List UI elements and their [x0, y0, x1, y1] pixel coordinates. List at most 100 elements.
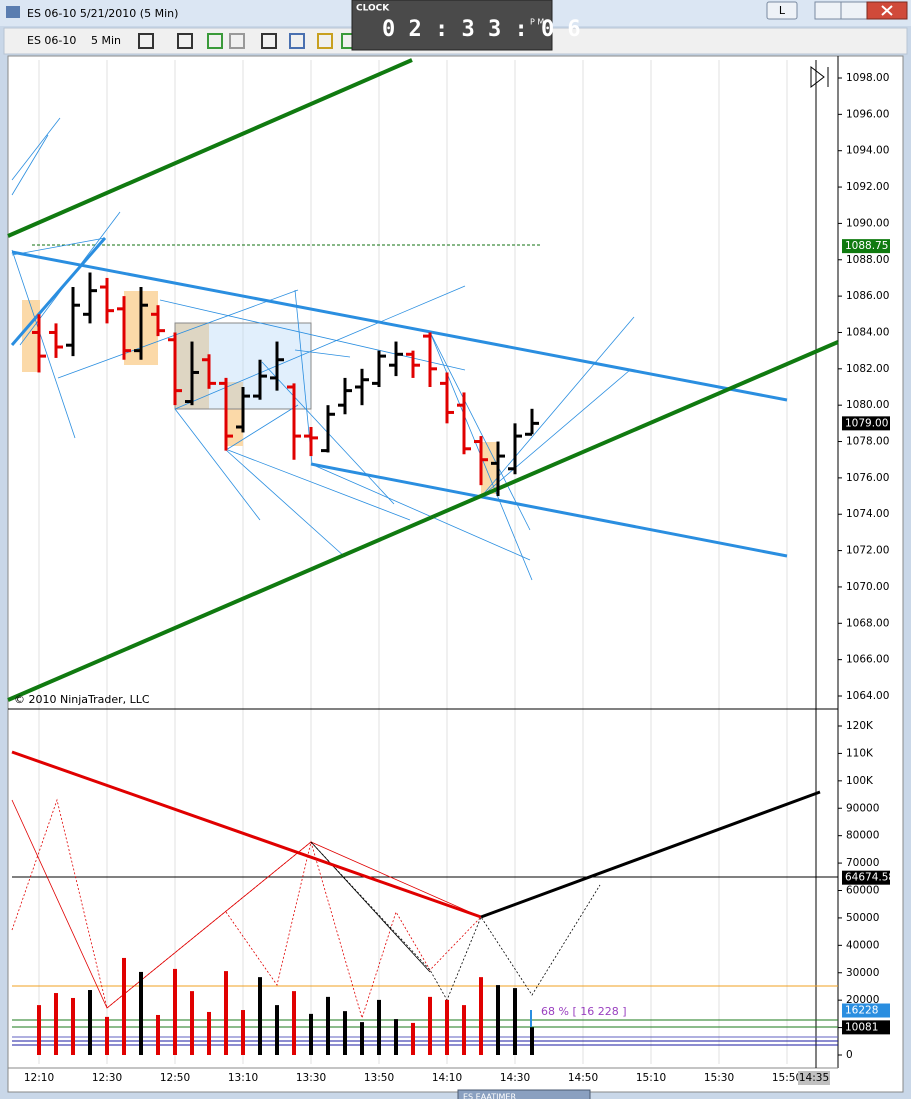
highlight-box	[481, 442, 498, 494]
y-tick-label: 1090.00	[846, 217, 889, 229]
volume-bar	[54, 993, 58, 1055]
trend-line	[480, 790, 821, 919]
x-tick-label: 12:30	[92, 1072, 122, 1084]
volume-bar	[88, 990, 92, 1055]
bottom-tab[interactable]	[457, 1089, 591, 1099]
y-tick-label: 100K	[846, 775, 874, 787]
volume-bar	[71, 997, 75, 1055]
x-tick-label: 13:50	[364, 1072, 394, 1084]
channel-line	[11, 250, 788, 402]
y-tick-label: 1070.00	[846, 581, 889, 593]
x-tick-label: 13:10	[228, 1072, 258, 1084]
price-marker-label: 1079.00	[845, 417, 888, 429]
volume-bar	[377, 999, 381, 1055]
volume-bar	[37, 1005, 41, 1055]
price-marker-label: 64674.58	[845, 872, 895, 884]
trend-line	[174, 408, 261, 521]
x-tick-label: 12:10	[24, 1072, 54, 1084]
y-tick-label: 1082.00	[846, 363, 889, 375]
x-tick-label: 14:30	[500, 1072, 530, 1084]
trend-line	[11, 249, 76, 439]
volume-bar	[292, 991, 296, 1055]
y-tick-label: 110K	[846, 747, 874, 759]
volume-bar	[207, 1011, 211, 1055]
volume-bar	[411, 1022, 415, 1055]
toolbar-icon[interactable]	[289, 33, 305, 49]
volume-bar	[530, 1027, 534, 1055]
y-tick-label: 80000	[846, 830, 879, 842]
instrument-select[interactable]: ES 06-10	[27, 34, 76, 47]
x-tick-label: 15:10	[636, 1072, 666, 1084]
trend-line	[11, 117, 61, 181]
y-tick-label: 1098.00	[846, 72, 889, 84]
toolbar-icon[interactable]	[229, 33, 245, 49]
y-tick-label: 0	[846, 1049, 853, 1061]
volume-bar	[496, 985, 500, 1055]
chart-area	[7, 55, 904, 1093]
toolbar-icon[interactable]	[207, 33, 223, 49]
volume-bar	[139, 971, 143, 1055]
current-time: 14:35	[799, 1072, 829, 1084]
max-button[interactable]	[840, 1, 868, 20]
trend-line	[11, 134, 49, 196]
y-tick-label: 1064.00	[846, 690, 889, 702]
app-icon	[6, 6, 20, 18]
price-marker-label: 10081	[845, 1021, 878, 1033]
trend-line	[11, 750, 482, 919]
y-tick-label: 120K	[846, 720, 874, 732]
y-tick-label: 40000	[846, 939, 879, 951]
min-button[interactable]	[814, 1, 842, 20]
trend-line	[429, 331, 531, 531]
trend-line	[294, 349, 351, 358]
bottom-tab-label[interactable]: ES EAATIMER	[463, 1093, 516, 1099]
trend-line	[57, 289, 299, 379]
volume-bar	[309, 1013, 313, 1055]
y-tick-label: 1084.00	[846, 326, 889, 338]
copyright: © 2010 NinjaTrader, LLC	[14, 693, 150, 706]
trend-line	[225, 404, 299, 451]
volume-bar	[275, 1005, 279, 1055]
l-button[interactable]	[766, 1, 798, 20]
end-marker	[810, 65, 829, 89]
volume-bar	[105, 1016, 109, 1055]
y-tick-label: 20000	[846, 994, 879, 1006]
toolbar-icon[interactable]	[317, 33, 333, 49]
price-marker-box	[842, 1020, 890, 1035]
y-tick-label: 1066.00	[846, 654, 889, 666]
toolbar-icon[interactable]	[177, 33, 193, 49]
channel-line	[310, 462, 788, 558]
period-select[interactable]: 5 Min	[91, 34, 121, 47]
toolbar-icon[interactable]	[261, 33, 277, 49]
highlight-box	[226, 382, 243, 446]
volume-bar	[462, 1005, 466, 1055]
toolbar-icon[interactable]	[138, 33, 154, 49]
trend-line	[227, 449, 411, 521]
price-marker-box	[842, 239, 890, 254]
channel-line	[10, 237, 107, 346]
trend-line	[225, 449, 346, 558]
x-tick-label: 14:10	[432, 1072, 462, 1084]
y-tick-label: 1086.00	[846, 290, 889, 302]
window-title: ES 06-10 5/21/2010 (5 Min)	[27, 7, 178, 20]
y-tick-label: 1096.00	[846, 108, 889, 120]
y-tick-label: 1074.00	[846, 508, 889, 520]
y-tick-label: 1092.00	[846, 181, 889, 193]
volume-bar	[241, 1010, 245, 1055]
x-tick-label: 14:50	[568, 1072, 598, 1084]
y-tick-label: 70000	[846, 857, 879, 869]
clock-panel	[351, 0, 553, 51]
trend-line	[310, 463, 531, 561]
y-tick-label: 60000	[846, 885, 879, 897]
volume-bar	[258, 977, 262, 1055]
l-button-label[interactable]: L	[779, 4, 786, 17]
trend-line	[480, 316, 635, 498]
volume-bar	[479, 977, 483, 1055]
channel-line	[7, 58, 413, 238]
y-tick-label: 1076.00	[846, 472, 889, 484]
trend-line	[11, 237, 106, 256]
y-tick-label: 90000	[846, 802, 879, 814]
clock-label: CLOCK	[356, 4, 390, 14]
channel-line	[7, 340, 839, 702]
